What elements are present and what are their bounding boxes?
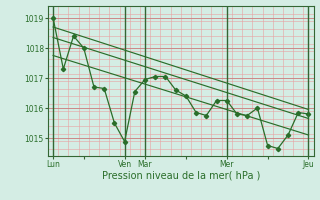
X-axis label: Pression niveau de la mer( hPa ): Pression niveau de la mer( hPa ) (102, 171, 260, 181)
